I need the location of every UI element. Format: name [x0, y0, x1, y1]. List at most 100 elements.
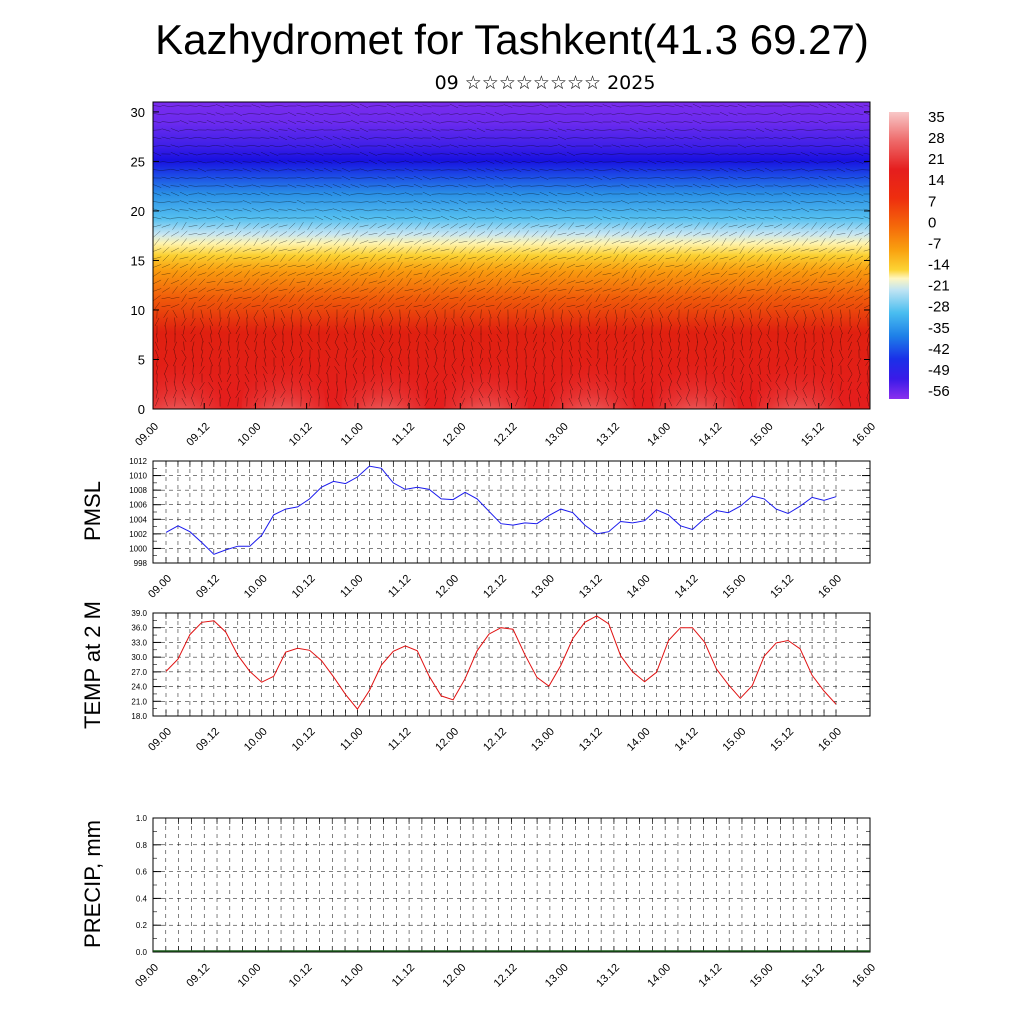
x-tick-label: 09.12: [184, 421, 212, 449]
y-tick-label: 24.0: [131, 683, 147, 692]
y-tick-label: 20: [131, 204, 145, 219]
chart-subtitle: 09 ☆☆☆☆☆☆☆☆ 2025: [434, 72, 656, 94]
x-tick-label: 12.00: [433, 726, 461, 754]
pmsl-panel: 998 1000 1002 1004 1006 1008 1010 1012 09.00 09.1…: [80, 457, 871, 601]
y-tick-label: 1010: [129, 472, 147, 481]
chart-title: Kazhydromet for Tashkent(41.3 69.27): [155, 16, 869, 63]
x-tick-label: 10.00: [236, 962, 264, 990]
plot-frame: [152, 612, 871, 717]
x-tick-label: 12.12: [481, 573, 509, 601]
x-tick-label: 11.00: [339, 962, 366, 989]
surface-heat-maxima: [153, 347, 841, 409]
x-tick-label: 11.12: [386, 726, 413, 753]
x-tick-label: 11.00: [338, 573, 365, 600]
x-tick-label: 11.00: [339, 421, 366, 448]
y-tick-label: 1002: [129, 530, 147, 539]
x-tick-label: 14.12: [697, 962, 725, 990]
x-tick-label: 10.00: [242, 726, 270, 754]
colorbar-label: 7: [928, 193, 936, 210]
time-axis: 09.00 09.12 10.00 10.12 11.00 11.12 12.00 12.12…: [133, 403, 878, 449]
x-tick-label: 10.12: [287, 962, 315, 990]
colorbar-label: -7: [928, 235, 941, 252]
y-tick-label: 36.0: [131, 624, 147, 633]
x-tick-label: 11.00: [338, 726, 365, 753]
x-tick-label: 13.12: [594, 962, 622, 990]
y-tick-label: 1008: [129, 486, 147, 495]
x-tick-label: 12.12: [481, 726, 509, 754]
y-axis-label: PMSL: [80, 481, 105, 541]
x-tick-label: 14.12: [697, 421, 725, 449]
y-tick-label: 1004: [129, 515, 147, 524]
y-tick-label: 1006: [129, 501, 147, 510]
x-tick-label: 09.00: [133, 962, 161, 990]
x-tick-label: 12.12: [492, 962, 520, 990]
x-tick-label: 15.00: [720, 573, 748, 601]
x-tick-label: 10.00: [236, 421, 264, 449]
colorbar-labels: 35 28 21 14 7 0 -7 -14 -21 -28 -35 -42 -49 -56: [928, 109, 950, 400]
x-tick-label: 15.00: [748, 962, 776, 990]
x-tick-label: 15.12: [768, 726, 796, 754]
x-tick-label: 10.12: [290, 573, 318, 601]
x-tick-label: 13.00: [543, 421, 571, 449]
y-tick-label: 0.0: [136, 948, 148, 957]
colorbar-label: 28: [928, 130, 945, 147]
x-tick-label: 09.12: [194, 573, 222, 601]
x-tick-label: 13.00: [543, 962, 571, 990]
x-tick-label: 10.00: [242, 573, 270, 601]
x-tick-label: 16.00: [816, 726, 844, 754]
colorbar-label: -21: [928, 278, 950, 295]
x-tick-label: 14.12: [673, 573, 701, 601]
x-tick-label: 15.12: [799, 421, 827, 449]
x-tick-label: 13.12: [577, 726, 605, 754]
x-tick-label: 14.00: [625, 573, 653, 601]
y-tick-label: 30: [131, 105, 145, 120]
x-tick-label: 16.00: [850, 421, 878, 449]
x-tick-label: 12.00: [433, 573, 461, 601]
x-tick-label: 14.00: [625, 726, 653, 754]
x-tick-label: 14.00: [645, 962, 673, 990]
x-tick-label: 13.12: [577, 573, 605, 601]
y-tick-label: 0.6: [136, 868, 148, 877]
y-tick-label: 10: [131, 303, 145, 318]
x-tick-label: 13.00: [529, 726, 557, 754]
colorbar-label: -49: [928, 362, 950, 379]
y-tick-label: 33.0: [131, 638, 147, 647]
heat-maximum: [756, 347, 841, 409]
colorbar-label: 14: [928, 172, 945, 189]
y-tick-label: 1000: [129, 544, 147, 553]
x-tick-label: 11.12: [386, 573, 413, 600]
y-axis-label: TEMP at 2 M: [80, 601, 105, 729]
x-tick-label: 12.12: [492, 421, 520, 449]
y-axis-label: PRECIP, mm: [80, 820, 105, 948]
wind-streamlines: [153, 103, 870, 407]
x-tick-label: 09.00: [133, 421, 161, 449]
x-tick-label: 15.00: [720, 726, 748, 754]
x-tick-label: 13.12: [594, 421, 622, 449]
y-tick-label: 39.0: [131, 609, 147, 618]
x-tick-label: 15.12: [768, 573, 796, 601]
x-tick-label: 16.00: [850, 962, 878, 990]
x-tick-label: 14.00: [645, 421, 673, 449]
y-tick-label: 0: [138, 402, 145, 417]
y-tick-label: 1.0: [136, 814, 148, 823]
x-tick-label: 15.12: [799, 962, 827, 990]
x-tick-label: 16.00: [816, 573, 844, 601]
colorbar-label: -14: [928, 257, 950, 274]
y-tick-label: 15: [131, 253, 145, 268]
colorbar-label: -28: [928, 299, 950, 316]
colorbar: [889, 112, 909, 399]
heat-maximum: [341, 347, 426, 409]
heat-maximum: [153, 347, 221, 409]
y-tick-label: 21.0: [131, 697, 147, 706]
heat-maximum: [241, 347, 326, 409]
colorbar-label: -56: [928, 383, 950, 400]
x-tick-label: 09.12: [194, 726, 222, 754]
y-tick-label: 30.0: [131, 653, 147, 662]
y-tick-label: 0.2: [136, 921, 148, 930]
x-tick-label: 09.00: [146, 726, 174, 754]
plot-frame: [152, 460, 871, 564]
colorbar-label: 35: [928, 109, 945, 126]
x-tick-label: 12.00: [440, 962, 468, 990]
x-tick-label: 11.12: [390, 421, 417, 448]
